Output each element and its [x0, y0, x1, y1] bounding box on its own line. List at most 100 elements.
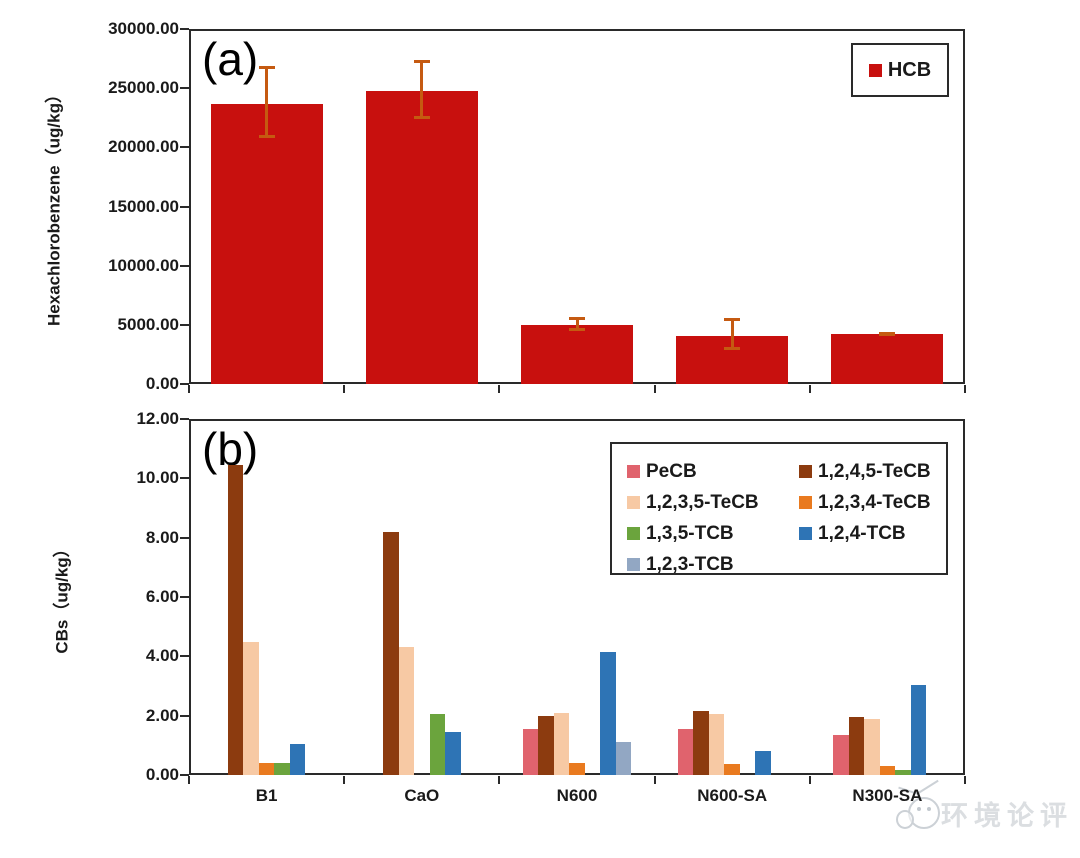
error-bar-B1 — [265, 66, 269, 137]
x-category-label-CaO: CaO — [404, 786, 440, 805]
bar-1,2,3,4-TeCB-N300-SA — [879, 766, 896, 775]
x-category-label-N600-SA: N600-SA — [697, 786, 768, 805]
error-cap-bottom-N300-SA — [879, 333, 896, 337]
legend-label: 1,2,3,5-TeCB — [646, 491, 759, 513]
y-tick-mark — [180, 28, 189, 30]
y-tick-mark — [180, 383, 189, 385]
x-tick-mark — [653, 385, 656, 393]
y-tick-mark — [180, 596, 189, 598]
bar-1,2,4-TCB-N600 — [600, 651, 616, 775]
error-cap-top-N600-SA — [724, 317, 741, 321]
y-tick-mark — [180, 205, 189, 208]
y-tick-label: 0.00 — [145, 765, 179, 784]
y-tick-mark — [180, 146, 189, 149]
y-tick-label: 4.00 — [145, 646, 179, 666]
bar-PeCB-N300-SA — [833, 734, 849, 775]
bar-1,2,4,5-TeCB-CaO — [383, 531, 399, 775]
error-cap-top-N300-SA — [879, 331, 896, 335]
y-tick-mark — [180, 655, 189, 658]
panel-a-letter: (a) — [202, 33, 259, 85]
error-cap-bottom-N600 — [569, 327, 585, 331]
bar-1,2,4-TCB-N600-SA — [755, 751, 771, 775]
legend-swatch-icon — [627, 496, 640, 509]
hcb-legend-label: HCB — [887, 58, 932, 81]
y-tick-mark — [180, 477, 189, 480]
x-tick-mark — [653, 776, 656, 784]
panel-b-letter: (b) — [202, 423, 259, 475]
bar-1,2,3-TCB-N600 — [615, 742, 632, 775]
watermark-face-eye-icon — [917, 807, 921, 811]
y-tick-label: 2.00 — [145, 705, 179, 725]
error-bar-N600 — [575, 317, 579, 330]
bar-HCB-B1 — [210, 104, 323, 384]
legend-swatch-icon — [799, 527, 812, 540]
y-tick-mark — [180, 323, 189, 326]
legend-label: 1,2,3,4-TeCB — [818, 491, 931, 513]
y-tick-mark — [180, 714, 189, 717]
bar-HCB-CaO — [365, 90, 478, 384]
x-category-label-N600: N600 — [556, 786, 598, 805]
bar-PeCB-N600-SA — [677, 729, 694, 775]
bar-1,2,3,4-TeCB-N600 — [569, 763, 585, 775]
y-tick-label: 6.00 — [145, 587, 179, 606]
y-tick-label: 10000.00 — [108, 255, 179, 275]
x-tick-mark — [498, 776, 501, 784]
bar-1,2,4-TCB-N300-SA — [910, 684, 927, 775]
panel-a-legend: HCB — [851, 43, 949, 97]
bar-1,2,4,5-TeCB-N600 — [538, 715, 554, 775]
legend-label: PeCB — [646, 460, 697, 482]
bar-1,3,5-TCB-N300-SA — [895, 769, 911, 775]
bar-HCB-N600 — [521, 324, 633, 384]
bar-1,2,4-TCB-B1 — [289, 743, 306, 775]
y-tick-label: 15000.00 — [108, 196, 179, 216]
y-tick-label: 0.00 — [145, 374, 179, 393]
bar-1,2,4,5-TeCB-N300-SA — [848, 717, 865, 775]
error-cap-top-B1 — [258, 65, 275, 69]
x-tick-mark — [808, 776, 811, 784]
watermark-face-ear-icon — [896, 810, 914, 829]
legend-label: 1,2,3-TCB — [646, 553, 734, 575]
panel-b-legend: PeCB 1,2,4,5-TeCB 1,2,3,5-TeCB 1,2,3,4-TeCB… — [610, 442, 948, 575]
bar-1,3,5-TCB-B1 — [274, 763, 290, 775]
legend-swatch-icon — [799, 465, 812, 478]
x-tick-mark — [188, 385, 190, 393]
bar-1,2,3,5-TeCB-N600-SA — [708, 714, 725, 775]
bar-1,2,3,4-TeCB-B1 — [258, 763, 275, 775]
y-tick-mark — [180, 774, 189, 776]
bar-1,2,4,5-TeCB-N600-SA — [693, 711, 709, 775]
error-bar-N600-SA — [730, 318, 734, 350]
legend-swatch-icon — [627, 527, 640, 540]
error-cap-top-N600 — [569, 316, 585, 320]
y-tick-label: 10.00 — [136, 468, 179, 488]
watermark-face-eye-icon — [927, 807, 931, 811]
x-tick-mark — [188, 776, 190, 784]
legend-label: 1,3,5-TCB — [646, 522, 734, 544]
bar-1,2,3,5-TeCB-N300-SA — [864, 718, 880, 775]
legend-label: 1,2,4,5-TeCB — [818, 460, 931, 482]
bar-1,2,4,5-TeCB-B1 — [227, 464, 244, 775]
x-tick-mark — [343, 385, 346, 393]
bar-1,2,4-TCB-CaO — [445, 732, 461, 775]
bar-1,2,3,5-TeCB-CaO — [398, 647, 415, 775]
x-tick-mark — [964, 385, 966, 393]
x-tick-mark — [498, 385, 501, 393]
bar-1,2,3,4-TeCB-N600-SA — [724, 764, 740, 775]
watermark-text: 环境论评 — [941, 801, 1073, 831]
legend-item-1,2,4-TCB: 1,2,4-TCB — [799, 518, 946, 549]
legend-item-1,2,3,4-TeCB: 1,2,3,4-TeCB — [799, 487, 946, 518]
y-tick-mark — [180, 264, 189, 267]
x-tick-mark — [808, 385, 811, 393]
legend-swatch-icon — [799, 496, 812, 509]
y-tick-mark — [180, 87, 189, 90]
legend-label: 1,2,4-TCB — [818, 522, 906, 544]
x-category-label-B1: B1 — [255, 786, 278, 805]
legend-item-1,2,3,5-TeCB: 1,2,3,5-TeCB — [627, 487, 799, 518]
legend-item-1,2,3-TCB: 1,2,3-TCB — [627, 549, 799, 580]
bar-1,3,5-TCB-CaO — [429, 713, 446, 775]
x-category-label-N300-SA: N300-SA — [852, 786, 923, 805]
y-tick-label: 20000.00 — [108, 137, 179, 157]
x-tick-mark — [964, 776, 966, 784]
legend-item-PeCB: PeCB — [627, 456, 799, 487]
error-cap-bottom-N600-SA — [724, 347, 741, 351]
